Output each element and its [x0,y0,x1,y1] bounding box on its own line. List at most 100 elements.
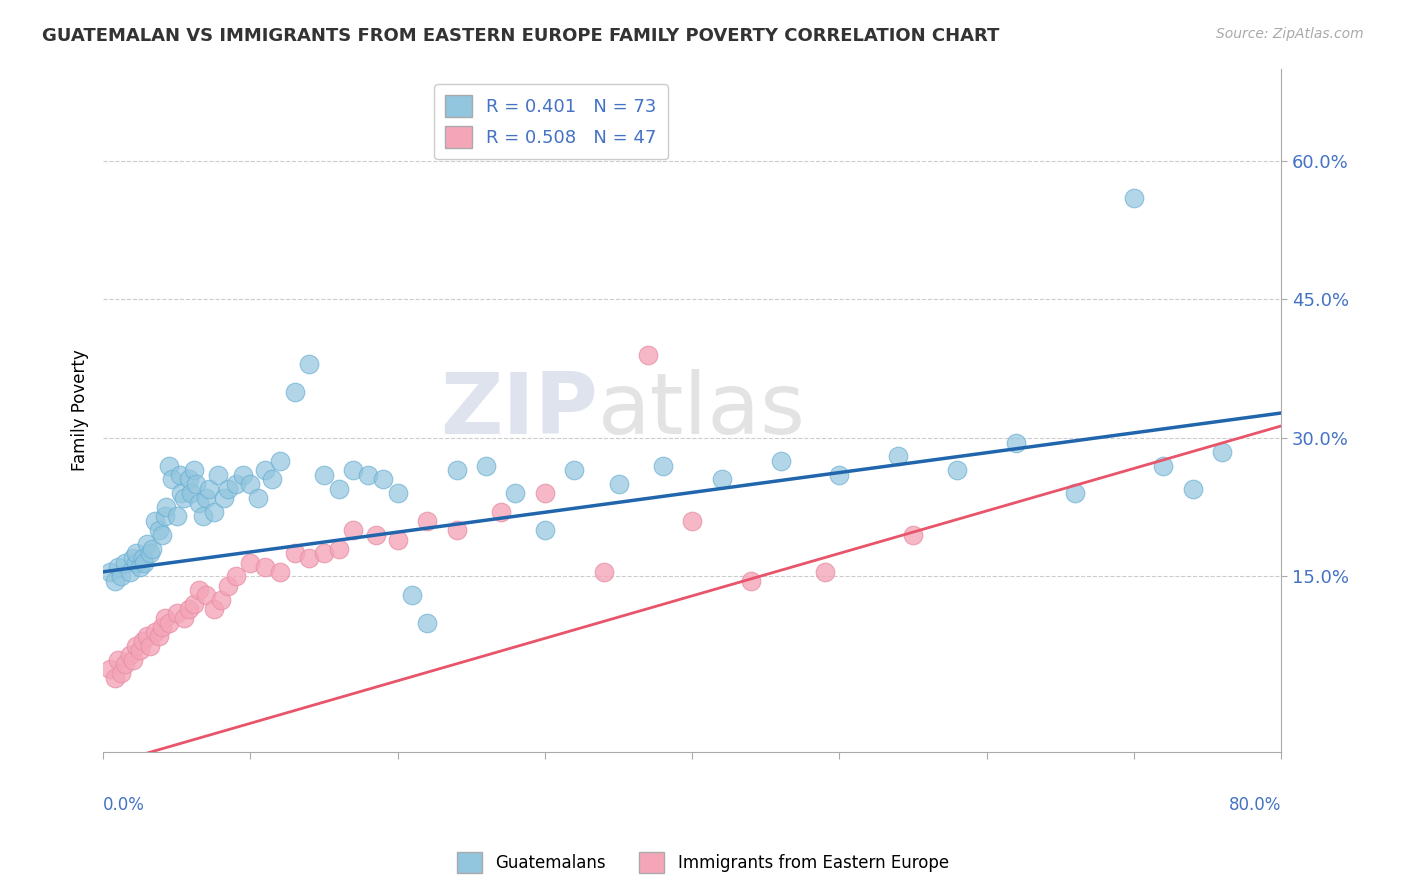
Point [828,467,851,482]
Point [132,634,155,648]
Point [100,565,122,579]
Point [118,648,141,662]
Point [637,348,659,362]
Point [157,615,180,630]
Text: GUATEMALAN VS IMMIGRANTS FROM EASTERN EUROPE FAMILY POVERTY CORRELATION CHART: GUATEMALAN VS IMMIGRANTS FROM EASTERN EU… [42,27,1000,45]
Y-axis label: Family Poverty: Family Poverty [72,350,89,471]
Point [136,630,159,644]
Point [193,509,215,524]
Point [239,477,262,491]
Point [387,486,409,500]
Point [121,652,143,666]
Point [371,473,394,487]
Point [534,523,557,537]
Point [202,505,225,519]
Point [141,541,163,556]
Point [364,528,387,542]
Point [1181,482,1204,496]
Point [195,588,218,602]
Point [475,458,498,473]
Legend: Guatemalans, Immigrants from Eastern Europe: Guatemalans, Immigrants from Eastern Eur… [450,846,956,880]
Point [114,556,136,570]
Point [284,546,307,560]
Point [139,546,162,560]
Point [607,477,630,491]
Point [153,509,176,524]
Point [177,473,200,487]
Point [312,467,335,482]
Point [132,551,155,566]
Point [169,467,191,482]
Point [387,533,409,547]
Point [107,652,129,666]
Point [100,662,122,676]
Point [1064,486,1087,500]
Point [166,509,188,524]
Point [357,467,380,482]
Point [148,523,170,537]
Point [564,463,586,477]
Point [254,463,277,477]
Point [207,467,229,482]
Point [173,611,195,625]
Point [150,528,173,542]
Point [592,565,614,579]
Point [110,569,132,583]
Point [814,565,837,579]
Point [710,473,733,487]
Point [157,458,180,473]
Point [416,615,439,630]
Point [505,486,527,500]
Point [269,454,291,468]
Point [232,467,254,482]
Point [183,597,205,611]
Point [148,630,170,644]
Point [187,583,209,598]
Point [740,574,762,588]
Point [166,607,188,621]
Point [129,643,152,657]
Point [124,639,146,653]
Point [155,500,177,515]
Point [887,450,910,464]
Point [114,657,136,672]
Point [202,601,225,615]
Point [239,556,262,570]
Point [143,514,166,528]
Point [198,482,221,496]
Point [416,514,439,528]
Point [342,523,364,537]
Point [153,611,176,625]
Point [162,473,184,487]
Text: atlas: atlas [598,368,806,451]
Point [104,671,127,685]
Point [118,565,141,579]
Point [225,569,247,583]
Text: Source: ZipAtlas.com: Source: ZipAtlas.com [1216,27,1364,41]
Point [489,505,512,519]
Point [104,574,127,588]
Point [143,624,166,639]
Point [1005,435,1028,450]
Point [901,528,924,542]
Point [139,639,162,653]
Point [1152,458,1174,473]
Text: 0.0%: 0.0% [103,797,145,814]
Point [769,454,792,468]
Point [177,601,200,615]
Point [342,463,364,477]
Point [173,491,195,505]
Point [254,560,277,574]
Point [298,551,321,566]
Point [681,514,703,528]
Point [651,458,673,473]
Point [170,486,193,500]
Point [269,565,291,579]
Point [129,560,152,574]
Point [124,556,146,570]
Point [284,384,307,399]
Point [209,592,232,607]
Point [217,579,239,593]
Point [183,463,205,477]
Point [262,473,284,487]
